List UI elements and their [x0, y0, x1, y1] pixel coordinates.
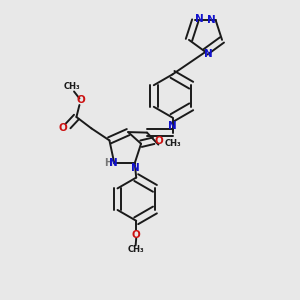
Text: O: O — [155, 136, 164, 146]
Text: O: O — [58, 123, 67, 133]
Text: N: N — [131, 163, 140, 173]
Text: N: N — [109, 158, 117, 168]
Text: CH₃: CH₃ — [63, 82, 80, 91]
Text: N: N — [168, 121, 177, 131]
Text: O: O — [76, 95, 85, 106]
Text: N: N — [207, 14, 215, 25]
Text: N: N — [204, 49, 213, 59]
Text: O: O — [132, 230, 141, 240]
Text: N: N — [195, 14, 204, 24]
Text: CH₃: CH₃ — [165, 140, 181, 148]
Text: CH₃: CH₃ — [127, 245, 144, 254]
Text: H: H — [104, 158, 112, 168]
